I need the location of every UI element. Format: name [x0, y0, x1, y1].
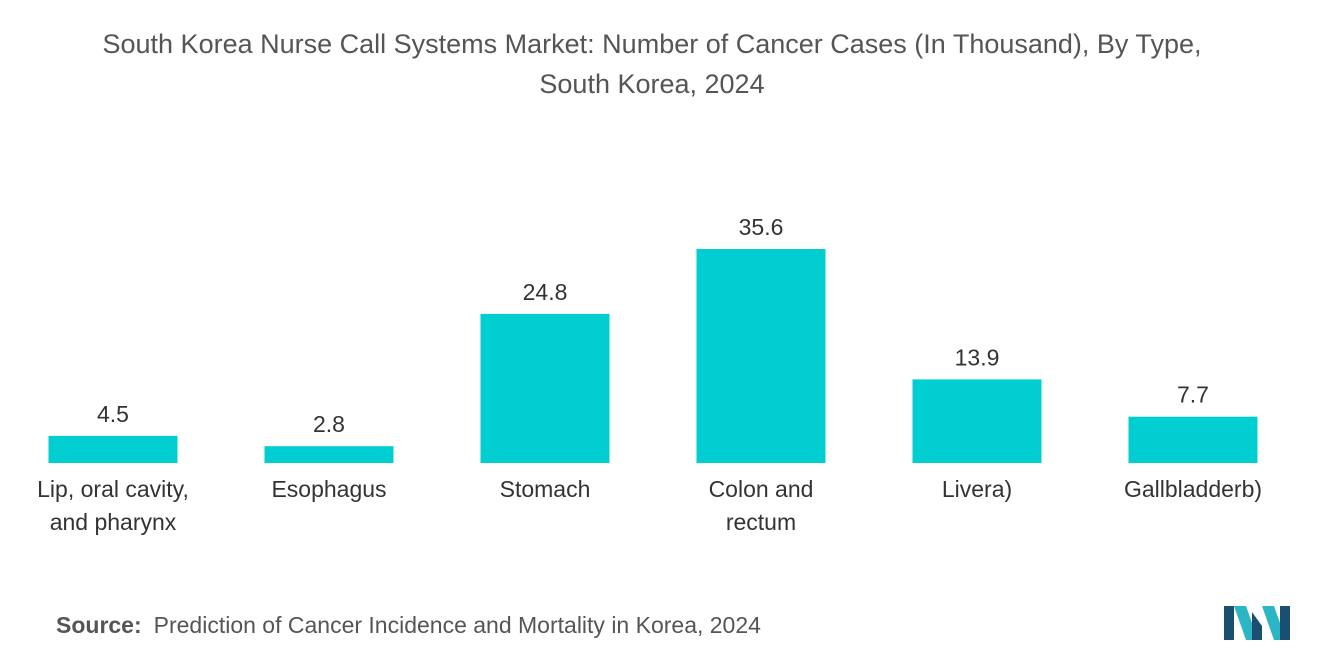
bar-4: [912, 379, 1042, 463]
value-label-3: 35.6: [739, 214, 784, 240]
category-label-1: Esophagus: [271, 476, 386, 502]
bar-3: [696, 249, 826, 463]
source-note: Source: Prediction of Cancer Incidence an…: [56, 612, 761, 639]
value-label-2: 24.8: [523, 279, 568, 305]
category-label-3-line-1: rectum: [726, 509, 796, 535]
chart-title: South Korea Nurse Call Systems Market: N…: [0, 24, 1304, 104]
source-label: Source:: [56, 612, 142, 638]
category-label-2: Stomach: [500, 476, 591, 502]
source-text: Prediction of Cancer Incidence and Morta…: [153, 612, 761, 638]
mordor-intelligence-logo-icon: [1224, 606, 1290, 640]
chart-title-line-1: South Korea Nurse Call Systems Market: N…: [102, 29, 1202, 59]
bar-2: [480, 313, 610, 463]
value-label-0: 4.5: [97, 401, 129, 427]
bar-0: [48, 435, 178, 463]
value-label-4: 13.9: [955, 344, 1000, 370]
bar-1: [264, 446, 394, 463]
bar-chart: 4.5 Lip, oral cavity, and pharynx 2.8 Esopha…: [37, 214, 1262, 535]
chart-title-line-2: South Korea, 2024: [539, 69, 765, 99]
category-label-0-line-0: Lip, oral cavity,: [37, 476, 189, 502]
category-label-0-line-1: and pharynx: [50, 509, 177, 535]
category-label-4: Livera): [942, 476, 1012, 502]
value-label-1: 2.8: [313, 411, 345, 437]
category-label-3-line-0: Colon and: [709, 476, 814, 502]
value-label-5: 7.7: [1177, 382, 1209, 408]
bar-5: [1128, 416, 1258, 463]
category-label-5: Gallbladderb): [1124, 476, 1262, 502]
